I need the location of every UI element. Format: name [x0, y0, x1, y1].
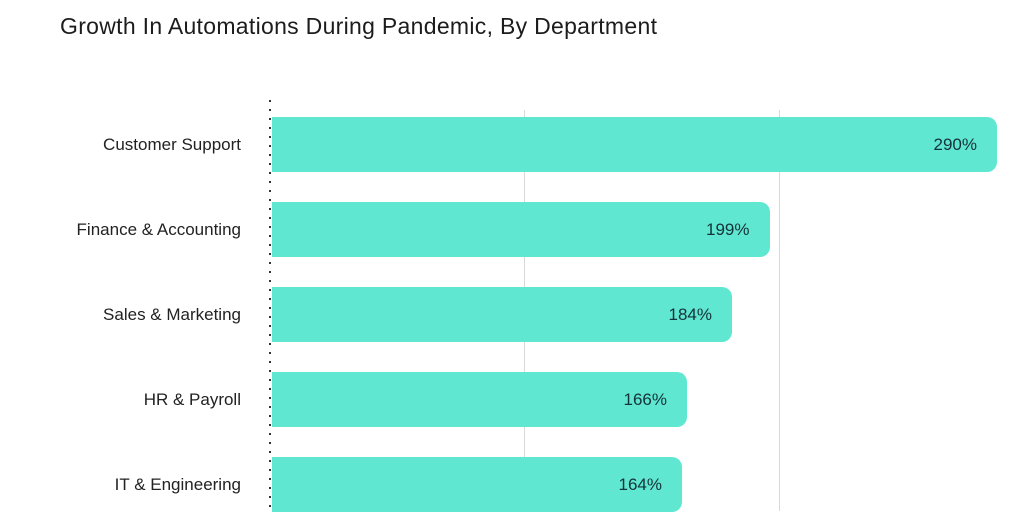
chart-row: HR & Payroll 166%	[0, 357, 1026, 442]
value-label: 184%	[668, 304, 712, 324]
category-label: HR & Payroll	[143, 389, 241, 409]
chart-row: Sales & Marketing 184%	[0, 272, 1026, 357]
gridline	[779, 110, 780, 511]
value-label: 290%	[933, 134, 977, 154]
chart-row: Customer Support 290%	[0, 102, 1026, 187]
chart-row: IT & Engineering 164%	[0, 442, 1026, 527]
bar-rows: Customer Support 290% Finance & Accounting…	[0, 102, 1026, 527]
bar: 164%	[272, 457, 682, 512]
bar-chart: Customer Support 290% Finance & Accounting…	[77, 100, 997, 512]
value-label: 164%	[618, 474, 662, 494]
category-label: Customer Support	[103, 134, 241, 154]
y-axis-dotted-line	[269, 100, 271, 511]
value-label: 166%	[623, 389, 667, 409]
bar: 166%	[272, 372, 687, 427]
chart-title: Growth In Automations During Pandemic, B…	[60, 13, 658, 39]
bar: 184%	[272, 287, 732, 342]
chart-row: Finance & Accounting 199%	[0, 187, 1026, 272]
category-label: Finance & Accounting	[76, 219, 241, 239]
bar: 199%	[272, 202, 770, 257]
value-label: 199%	[706, 219, 750, 239]
bar: 290%	[272, 117, 997, 172]
category-label: Sales & Marketing	[103, 304, 241, 324]
category-label: IT & Engineering	[114, 474, 241, 494]
